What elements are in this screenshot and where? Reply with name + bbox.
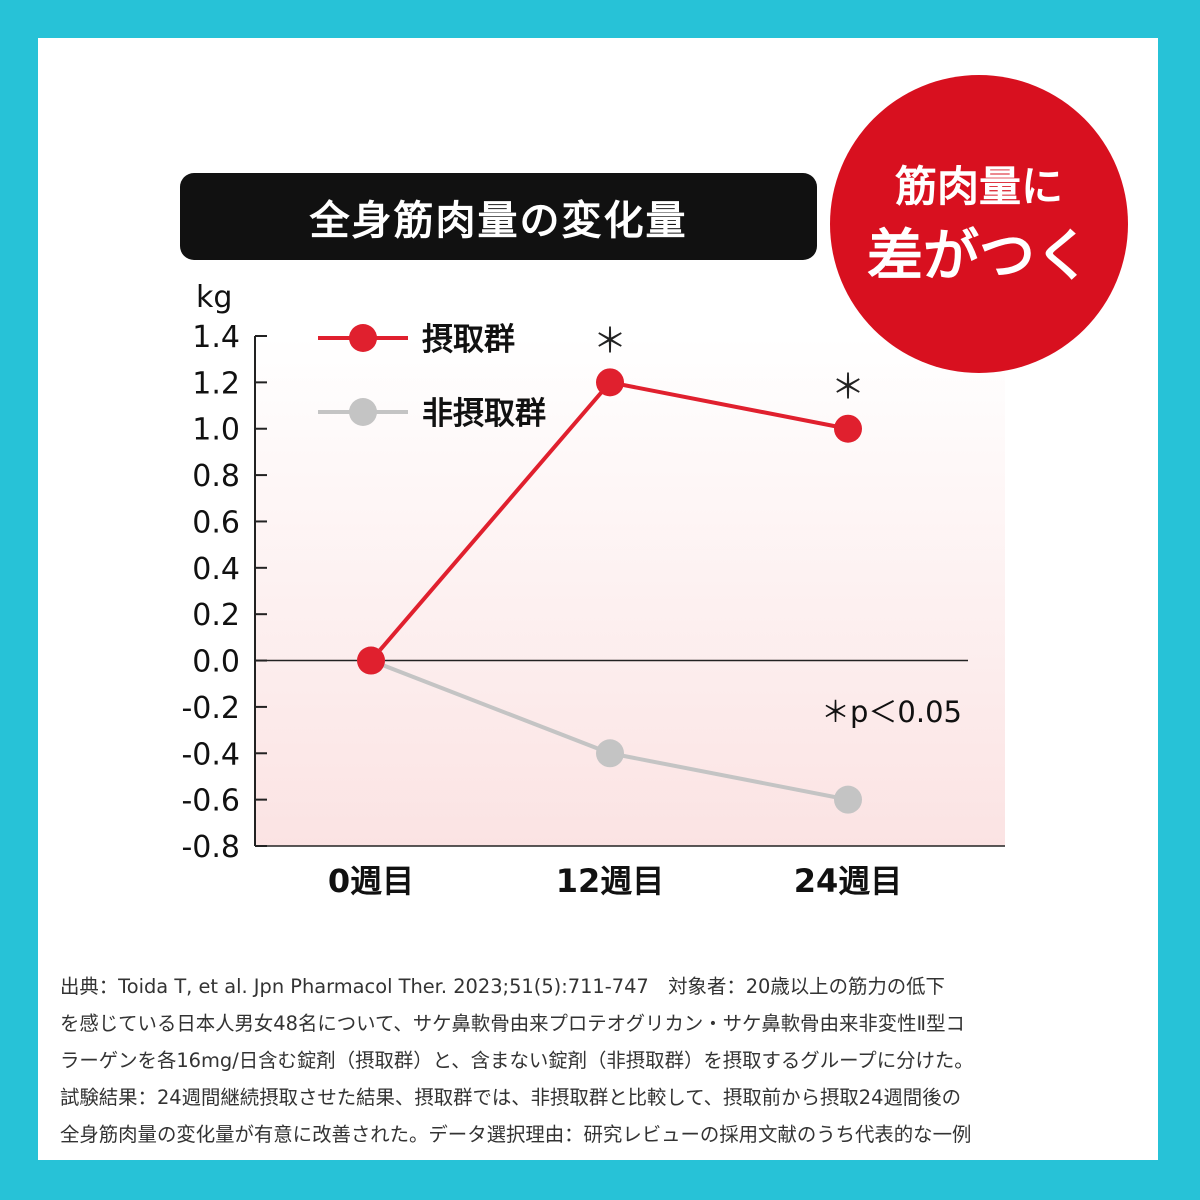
badge-line1: 筋肉量に: [894, 162, 1063, 211]
data-point: [834, 414, 862, 443]
y-tick-label: 1.4: [192, 320, 240, 355]
footnote-line: 試験結果：24週間継続摂取させた結果、摂取群では、非摂取群と比較して、摂取前から…: [60, 1086, 961, 1109]
chart-title: 全身筋肉量の変化量: [180, 173, 817, 260]
y-tick-label: 1.2: [192, 366, 240, 401]
legend-label: 非摂取群: [422, 396, 546, 432]
x-tick-label: 0週目: [328, 862, 414, 900]
footnote-line: 全身筋肉量の変化量が有意に改善された。データ選択理由：研究レビューの採用文献のう…: [60, 1123, 972, 1146]
y-tick-label: -0.2: [181, 691, 240, 726]
y-tick-label: -0.4: [181, 737, 240, 772]
y-tick-label: -0.6: [181, 784, 240, 819]
plot-area: [255, 336, 1005, 846]
significance-note: ＊p＜0.05: [821, 695, 962, 729]
y-tick-label: 0.0: [192, 645, 240, 680]
legend-marker: [349, 324, 377, 352]
significance-marker: ＊: [831, 368, 865, 408]
significance-marker: ＊: [593, 321, 627, 361]
y-tick-label: 1.0: [192, 413, 240, 448]
y-tick-label: -0.8: [181, 830, 240, 865]
y-axis-label: kg: [196, 280, 232, 315]
footnote-line: 出典：Toida T, et al. Jpn Pharmacol Ther. 2…: [60, 975, 945, 998]
data-point: [357, 646, 385, 675]
footnote-line: ラーゲンを各16mg/日含む錠剤（摂取群）と、含まない錠剤（非摂取群）を摂取する…: [60, 1049, 974, 1072]
y-tick-label: 0.8: [192, 459, 240, 494]
y-tick-label: 0.6: [192, 505, 240, 540]
footnote-line: を感じている日本人男女48名について、サケ鼻軟骨由来プロテオグリカン・サケ鼻軟骨…: [60, 1012, 965, 1035]
y-tick-label: 0.4: [192, 552, 240, 587]
data-point: [834, 785, 862, 814]
y-tick-label: 0.2: [192, 598, 240, 633]
legend-marker: [349, 398, 377, 426]
x-tick-label: 12週目: [556, 862, 665, 900]
legend-label: 摂取群: [422, 322, 515, 358]
badge-circle: 筋肉量に 差がつく: [830, 75, 1128, 373]
data-point: [596, 368, 624, 397]
x-tick-label: 24週目: [794, 862, 903, 900]
data-point: [596, 739, 624, 768]
footnote: 出典：Toida T, et al. Jpn Pharmacol Ther. 2…: [60, 968, 1150, 1153]
badge-line2: 差がつく: [867, 224, 1091, 289]
